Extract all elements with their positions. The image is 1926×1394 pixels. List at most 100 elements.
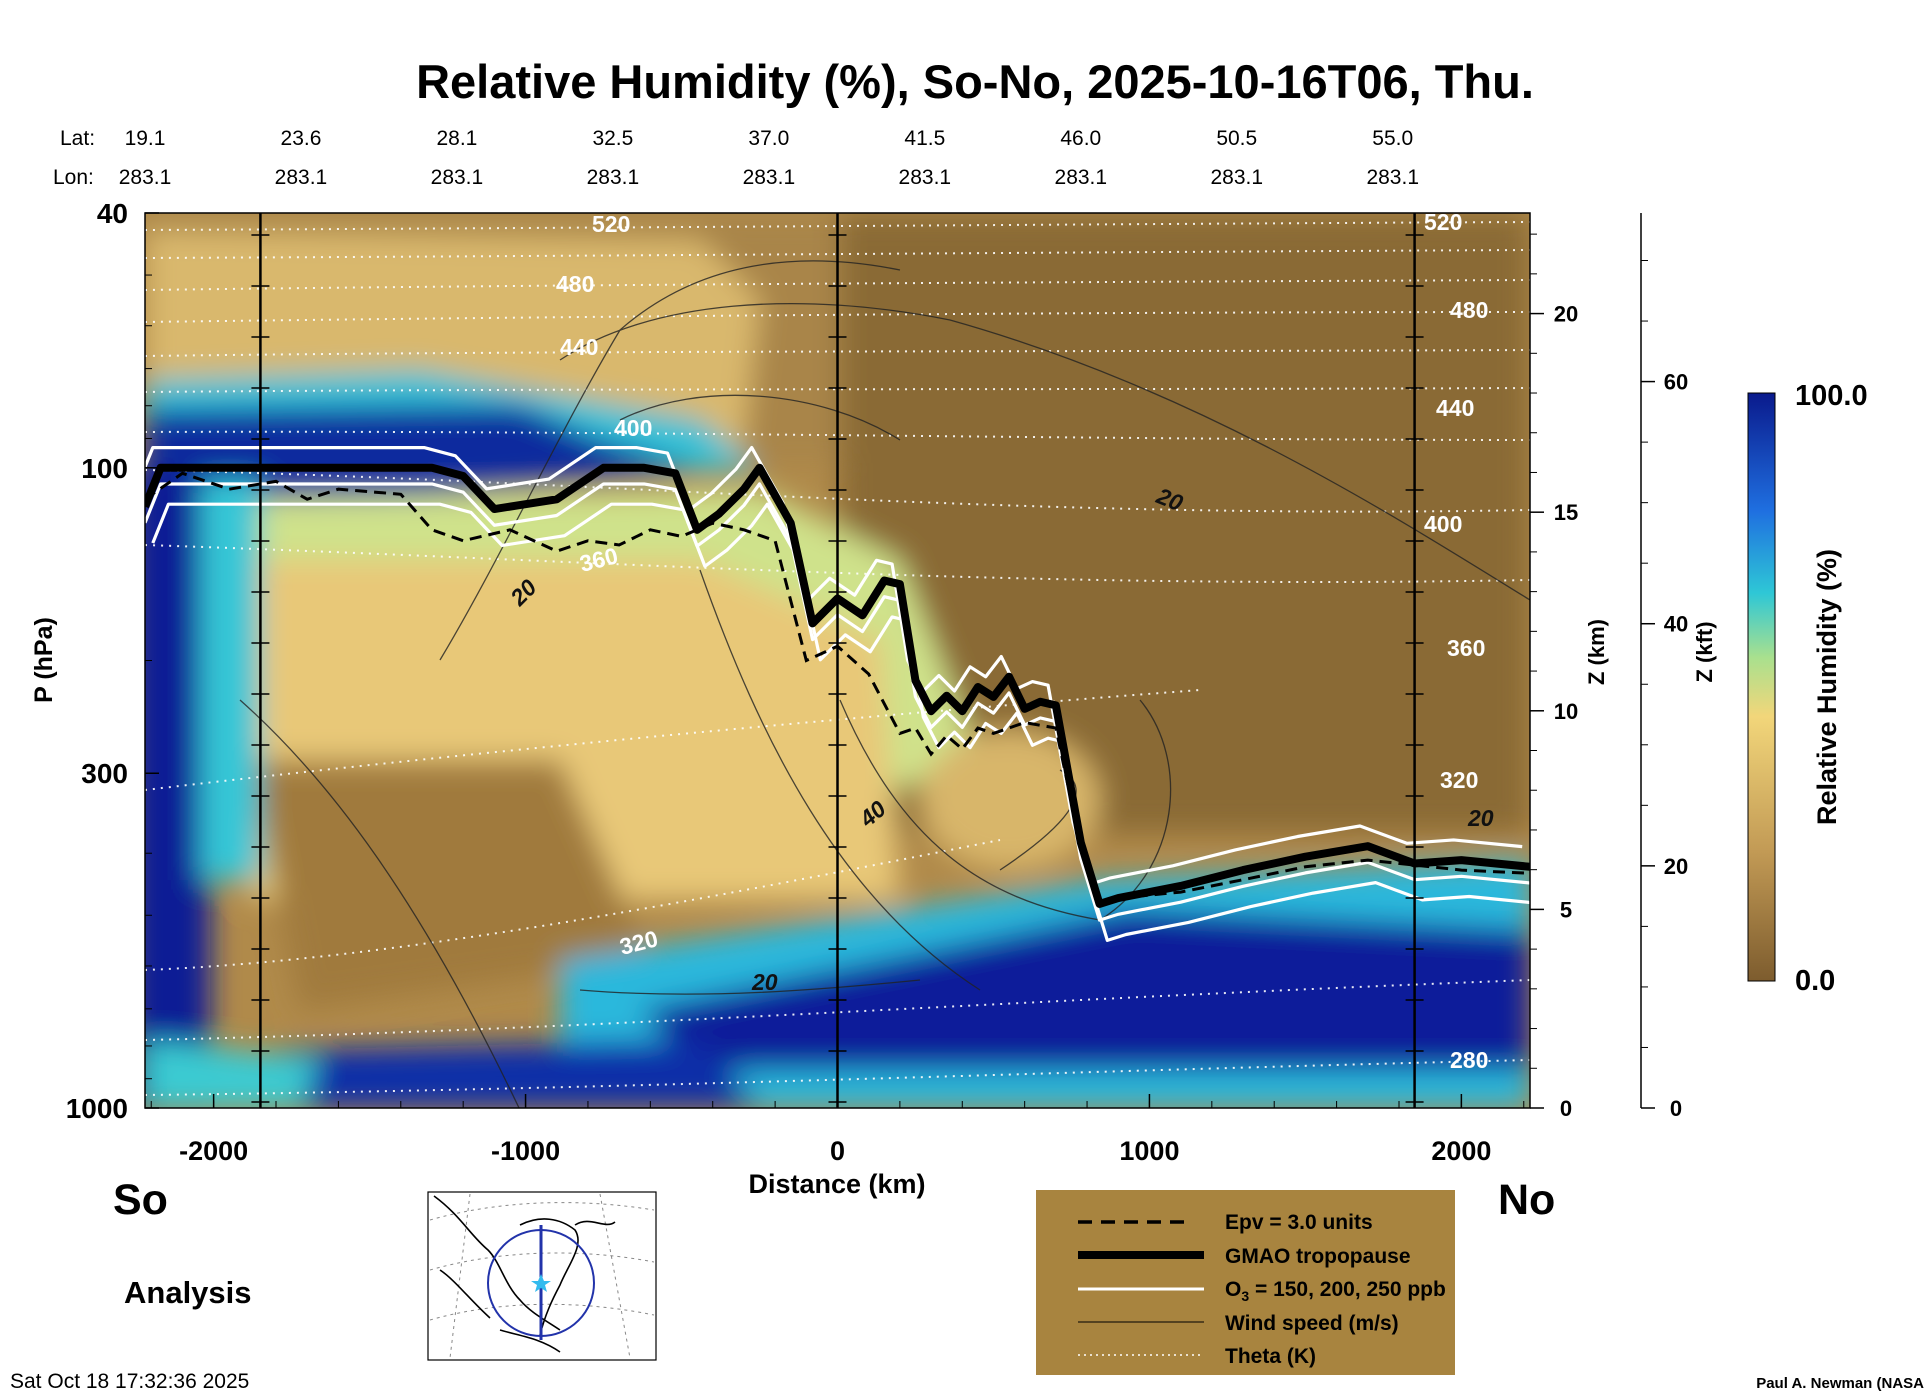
inset-center-star-icon [531,1274,551,1292]
wind-contour-5 [699,569,981,991]
z-kft-tick-label: 60 [1664,370,1688,395]
field-dry-pocket [250,760,650,1010]
lon-label: 283.1 [1366,166,1419,189]
theta-contour-380 [145,469,1530,513]
y-tick-label: 300 [81,758,128,789]
z-km-tick-label: 0 [1560,1096,1572,1121]
field-left-column-cyan [200,480,260,880]
x-axis-title: Distance (km) [748,1169,925,1199]
colorbar-min-label: 0.0 [1795,965,1835,997]
lat-row-label: Lat: [60,127,95,150]
north-label: No [1498,1176,1555,1224]
theta-label-400-right: 400 [1424,511,1462,537]
lon-label: 283.1 [587,166,640,189]
field-moist-pocket [920,730,1100,870]
theta-contour-320 [145,839,1001,971]
legend-label-theta: Theta (K) [1225,1345,1316,1368]
wind-label-20-lower: 20 [751,969,778,995]
colorbar-title: Relative Humidity (%) [1812,549,1842,825]
theta-label-400-left: 400 [614,415,652,441]
field-boundary-blue [280,1040,760,1108]
lon-label: 283.1 [1055,166,1108,189]
z-km-tick-label: 5 [1560,897,1572,922]
inset-map [427,1191,657,1361]
colorbar [1747,392,1776,982]
legend: Epv = 3.0 units GMAO tropopause O3 = 150… [1036,1190,1455,1375]
theta-label-360-right: 360 [1447,635,1485,661]
z-km-tick-label: 20 [1554,302,1578,327]
x-tick-label: 0 [830,1136,845,1166]
wind-contour-7 [579,979,921,995]
theta-label-480-left: 480 [556,271,594,297]
lat-label: 55.0 [1372,127,1413,150]
y-tick-label: 40 [97,198,128,229]
legend-label-epv: Epv = 3.0 units [1225,1211,1373,1234]
y-tick-label: 100 [81,453,128,484]
theta-contour-360 [145,544,1530,583]
z-kft-axis-title: Z (kft) [1692,621,1717,682]
lat-label: 28.1 [436,127,477,150]
z-kft-tick-label: 0 [1670,1096,1682,1121]
timestamp: Sat Oct 18 17:32:36 2025 [10,1370,249,1393]
lat-label: 37.0 [748,127,789,150]
wind-contour-6 [839,699,1172,921]
axes: -2000 -1000 0 1000 2000 40 100 300 1000 0 5 10 15 20 0… [66,198,1689,1166]
x-tick-label: -1000 [491,1136,560,1166]
legend-label-ozone: O3 = 150, 200, 250 ppb [1225,1278,1446,1304]
wind-contour-2 [559,303,1530,601]
credit: Paul A. Newman (NASA [1756,1375,1924,1392]
z-km-axis-title: Z (km) [1584,619,1609,685]
lat-lon-labels: 19.1 283.1 23.6 283.1 28.1 283.1 32.5 283.1 37.0… [119,127,1419,189]
legend-label-ozone-rest: = 150, 200, 250 ppb [1249,1278,1446,1301]
z-km-tick-label: 10 [1554,699,1578,724]
lon-row-label: Lon: [53,166,94,189]
inset-coastline [433,1195,616,1353]
y-tick-label: 1000 [66,1093,128,1124]
lat-label: 41.5 [904,127,945,150]
tropopause-line [145,463,1530,908]
lon-label: 283.1 [1210,166,1263,189]
lon-label: 283.1 [743,166,796,189]
colorbar-max-label: 100.0 [1795,380,1868,412]
theta-label-440-right: 440 [1436,395,1474,421]
wind-label-20-right: 20 [1467,805,1494,831]
field-lower-blue [640,910,1530,1070]
south-label: So [113,1176,168,1224]
ozone-contour-200 [145,482,1530,922]
lat-label: 50.5 [1216,127,1257,150]
lon-label: 283.1 [899,166,952,189]
legend-label-ozone-main: O [1225,1278,1241,1301]
analysis-label: Analysis [124,1275,252,1310]
lat-label: 19.1 [125,127,166,150]
legend-label-wind: Wind speed (m/s) [1225,1312,1399,1335]
inset-graticule-1 [429,1202,655,1221]
theta-label-280-right: 280 [1450,1047,1488,1073]
ozone-contour-150 [145,445,1523,886]
lat-label: 46.0 [1060,127,1101,150]
legend-label-ozone-sub: 3 [1241,1288,1249,1304]
x-tick-label: -2000 [179,1136,248,1166]
wind-contour-4 [239,699,520,1108]
wind-contour-3 [619,394,901,441]
lat-label: 23.6 [281,127,322,150]
field-left-column [145,470,210,1108]
theta-label-440-left: 440 [560,334,598,360]
z-kft-tick-label: 20 [1664,854,1688,879]
theta-label-480-right: 480 [1450,297,1488,323]
lon-label: 283.1 [431,166,484,189]
y-axis-title: P (hPa) [30,617,58,703]
field-boundary-cyan [145,1040,320,1108]
lat-label: 32.5 [592,127,633,150]
chart-title: Relative Humidity (%), So-No, 2025-10-16… [416,55,1534,108]
lon-label: 283.1 [119,166,172,189]
theta-label-320-right: 320 [1440,767,1478,793]
x-tick-label: 2000 [1431,1136,1491,1166]
theta-label-520-left: 520 [592,211,630,237]
humidity-field [145,213,1530,1108]
lon-label: 283.1 [275,166,328,189]
legend-label-tropopause: GMAO tropopause [1225,1245,1411,1268]
inset-graticule-3 [429,1303,655,1321]
theta-labels: 520 480 440 400 360 320 520 480 440 400 … [556,209,1488,1073]
ozone-contour-250 [151,502,1530,942]
